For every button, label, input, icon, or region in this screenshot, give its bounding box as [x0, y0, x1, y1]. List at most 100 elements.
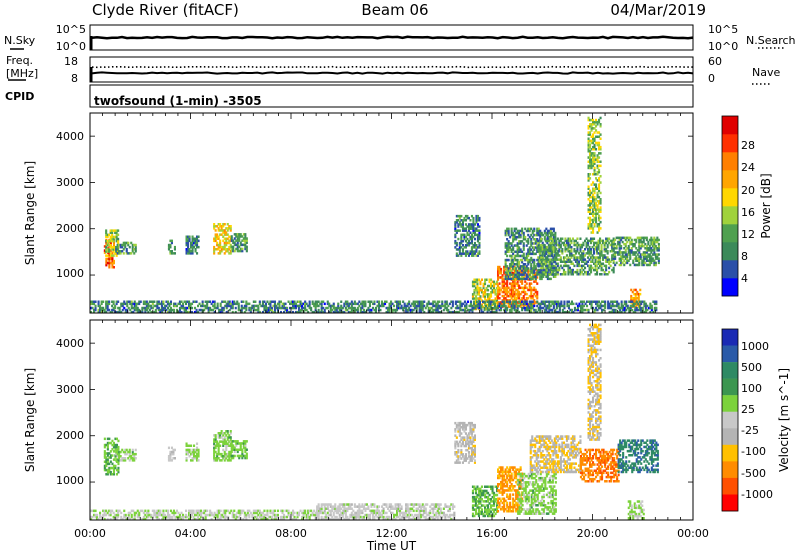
echo-cell: [117, 239, 120, 243]
echo-cell: [519, 292, 522, 296]
echo-cell: [534, 274, 537, 277]
echo-cell: [521, 265, 524, 268]
echo-cell: [587, 127, 590, 130]
echo-cell: [470, 225, 473, 228]
echo-cell: [554, 250, 557, 253]
echo-cell: [115, 237, 118, 241]
echo-cell: [533, 265, 536, 268]
echo-cell: [220, 245, 223, 249]
echo-cell: [603, 241, 606, 245]
echo-cell: [473, 284, 476, 288]
echo-cell: [617, 240, 620, 244]
echo-cell: [135, 302, 138, 306]
echo-cell: [570, 239, 573, 243]
echo-cell: [593, 143, 596, 147]
echo-cell: [598, 216, 601, 220]
echo-cell: [527, 303, 530, 306]
echo-cell: [239, 241, 242, 244]
echo-cell: [497, 290, 500, 294]
echo-cell: [592, 137, 595, 140]
echo-cell: [552, 238, 555, 241]
freq-label-line2: [MHz]: [6, 67, 38, 80]
echo-cell: [244, 235, 247, 238]
echo-cell: [634, 299, 637, 302]
echo-cell: [193, 444, 196, 447]
echo-cell: [573, 248, 576, 251]
echo-cell: [509, 292, 512, 296]
echo-cell: [474, 295, 477, 298]
echo-cell: [464, 239, 467, 243]
echo-cell: [552, 275, 555, 278]
echo-cell: [527, 288, 530, 292]
echo-cell: [596, 245, 599, 249]
echo-cell: [467, 216, 470, 220]
echo-cell: [506, 292, 509, 296]
echo-cell: [190, 243, 193, 247]
echo-cell: [228, 245, 231, 249]
echo-cell: [551, 227, 554, 231]
echo-cell: [90, 306, 93, 310]
echo-cell: [493, 284, 496, 288]
echo-cell: [630, 249, 633, 252]
echo-cell: [626, 261, 629, 265]
echo-cell: [191, 235, 194, 238]
echo-cell: [582, 254, 585, 257]
echo-cell: [504, 301, 507, 304]
echo-cell: [627, 247, 630, 250]
echo-cell: [223, 233, 226, 236]
echo-cell: [509, 282, 512, 285]
echo-cell: [513, 485, 516, 488]
colorbar-block: [722, 134, 738, 153]
echo-cell: [521, 273, 524, 276]
echo-cell: [627, 244, 630, 248]
echo-cell: [507, 258, 510, 262]
power-panel: Slant Range [km] 4000 3000 2000 1000: [23, 112, 694, 314]
echo-cell: [144, 300, 147, 303]
echo-cell: [599, 239, 602, 243]
echo-cell: [606, 239, 609, 243]
echo-cell: [170, 239, 173, 243]
echo-cell: [587, 248, 590, 251]
echo-cell: [571, 273, 574, 276]
echo-cell: [599, 164, 602, 168]
echo-cell: [633, 301, 636, 304]
echo-cell: [549, 245, 552, 249]
echo-cell: [598, 141, 601, 145]
echo-cell: [549, 258, 552, 261]
echo-cell: [565, 258, 568, 261]
echo-cell: [634, 292, 637, 296]
echo-cell: [501, 290, 504, 294]
echo-cell: [457, 219, 460, 222]
echo-cell: [509, 288, 512, 292]
echo-cell: [233, 237, 236, 240]
echo-cell: [115, 254, 118, 257]
echo-cell: [185, 239, 188, 243]
echo-cell: [537, 241, 540, 245]
echo-cell: [576, 245, 579, 249]
echo-cell: [554, 233, 557, 237]
echo-cell: [506, 254, 509, 258]
echo-cell: [589, 204, 592, 207]
echo-cell: [639, 257, 642, 260]
echo-cell: [111, 246, 114, 249]
echo-cell: [503, 282, 506, 285]
echo-cell: [473, 297, 476, 300]
echo-cell: [458, 216, 461, 220]
echo-cell: [641, 240, 644, 244]
echo-cell: [524, 263, 527, 266]
echo-cell: [549, 266, 552, 270]
echo-cell: [187, 239, 190, 243]
echo-cell: [541, 245, 544, 249]
echo-cell: [214, 225, 217, 228]
echo-cell: [587, 148, 590, 151]
echo-cell: [522, 248, 525, 251]
echo-cell: [467, 233, 470, 237]
echo-cell: [464, 246, 467, 249]
echo-cell: [187, 248, 190, 251]
echo-cell: [504, 265, 507, 268]
echo-cell: [596, 123, 599, 126]
echo-cell: [587, 187, 590, 190]
echo-cell: [641, 253, 644, 256]
echo-cell: [504, 244, 507, 247]
echo-cell: [106, 254, 109, 257]
